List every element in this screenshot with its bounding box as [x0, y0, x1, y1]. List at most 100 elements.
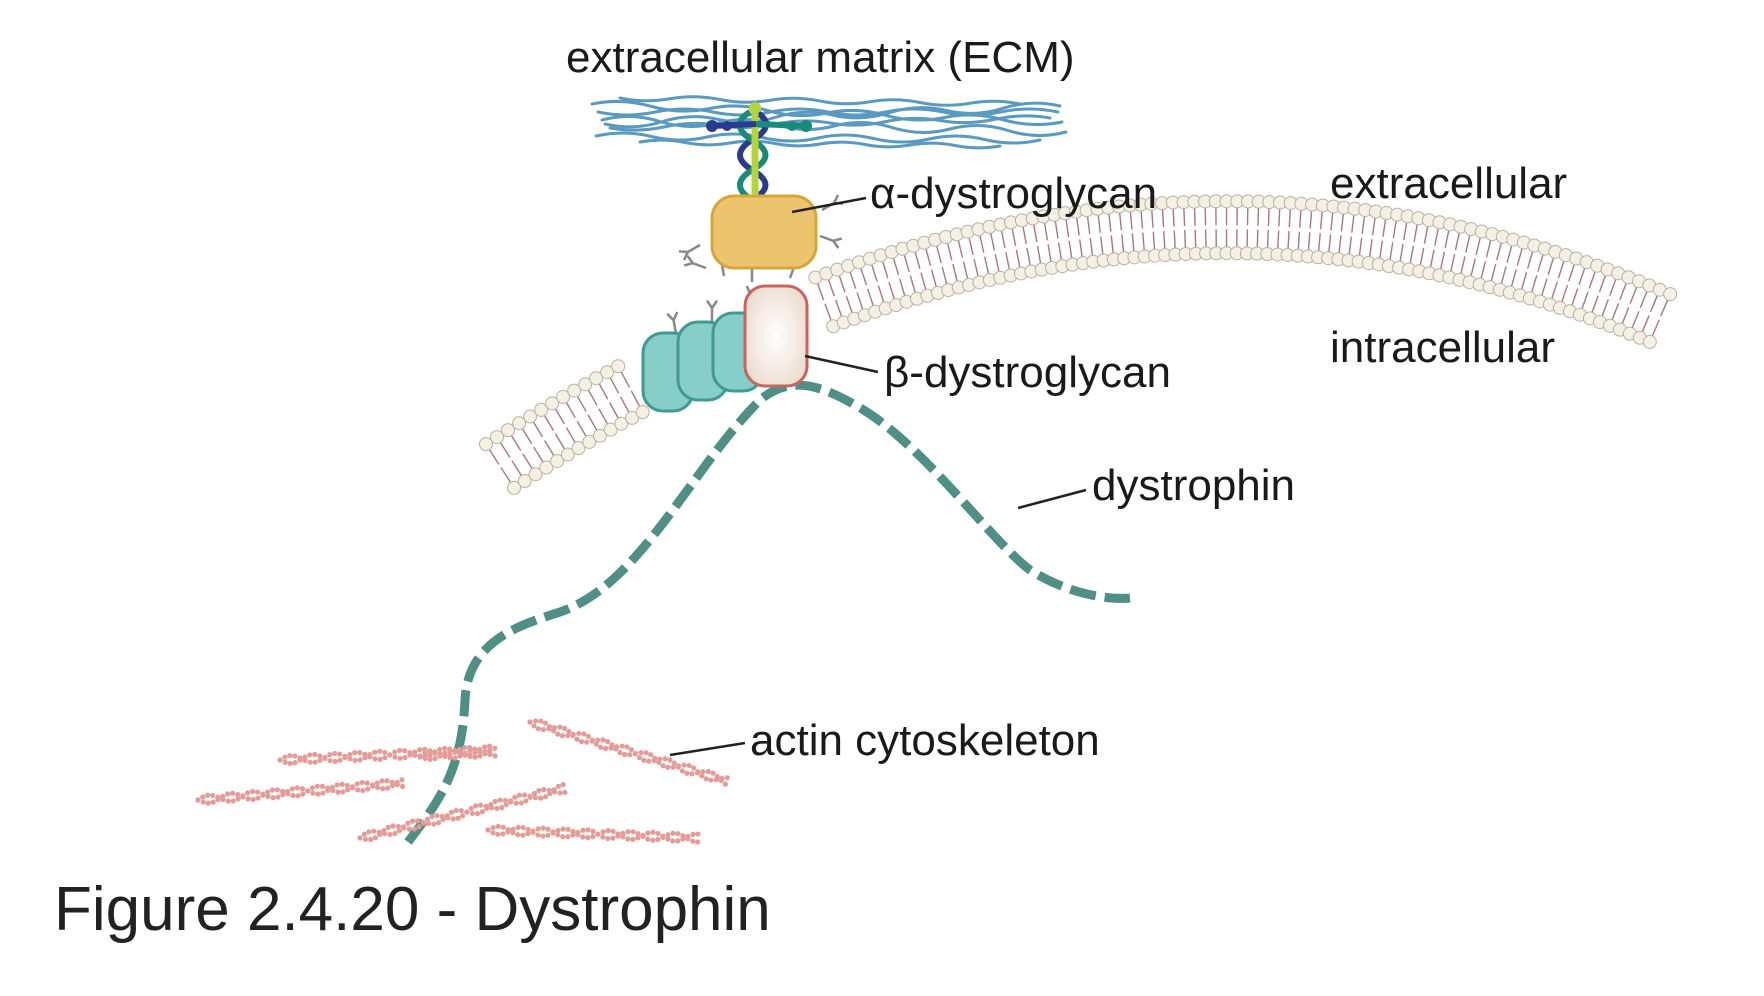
actin-monomer [622, 751, 628, 758]
lipid-tail [899, 278, 906, 298]
lipid-tail [1097, 213, 1102, 233]
lipid-tail [1465, 233, 1471, 253]
actin-monomer [329, 784, 336, 790]
actin-monomer [638, 749, 644, 756]
actin-monomer [295, 793, 301, 799]
lipid-head [556, 389, 571, 404]
ecm-fiber [618, 95, 1022, 107]
glycan-branch [683, 255, 707, 270]
lipid-tail [1629, 285, 1638, 304]
lipid-tail [952, 263, 959, 283]
actin-monomer [305, 788, 311, 794]
lipid-tail [1277, 230, 1280, 250]
actin-monomer [545, 826, 551, 832]
actin-monomer [473, 803, 479, 809]
actin-monomer [703, 776, 709, 782]
actin-monomer [557, 724, 563, 730]
actin-monomer [646, 758, 652, 764]
lipid-tail [1454, 231, 1461, 251]
actin-monomer [235, 791, 241, 798]
actin-monomer [437, 746, 443, 753]
ecm-fiber [596, 107, 1060, 117]
actin-monomer [300, 791, 306, 797]
actin-monomer [690, 831, 696, 838]
actin-monomer [249, 788, 256, 795]
lipid-tail [1611, 303, 1620, 322]
actin-monomer [722, 781, 728, 787]
lipid-tail [1459, 256, 1466, 276]
actin-monomer [492, 745, 498, 751]
actin-monomer [376, 829, 382, 835]
actin-monomer [590, 828, 596, 834]
actin-monomer [260, 791, 266, 797]
actin-monomer [487, 751, 493, 758]
laminin-globule [706, 120, 718, 132]
actin-monomer [640, 833, 646, 840]
actin-monomer [675, 764, 681, 770]
lipid-head [523, 409, 538, 424]
actin-monomer [485, 827, 491, 833]
actin-monomer [645, 830, 651, 836]
actin-monomer [645, 836, 651, 842]
lipid-head [611, 359, 626, 374]
lipid-head [507, 480, 522, 495]
actin-monomer [299, 786, 306, 792]
actin-monomer [500, 831, 506, 837]
lipid-tail [838, 274, 846, 293]
actin-monomer [679, 768, 685, 774]
lipid-tail [554, 433, 566, 451]
label-alpha-dystroglycan: α-dystroglycan [870, 169, 1157, 218]
lipid-head [592, 428, 607, 443]
lipid-tail [957, 239, 964, 258]
lipid-tail [1068, 240, 1073, 260]
actin-monomer [562, 725, 568, 731]
actin-monomer [280, 792, 286, 798]
actin-monomer [510, 830, 516, 836]
actin-monomer [495, 823, 501, 830]
label-actin-cytoskeleton: actin cytoskeleton [750, 716, 1100, 765]
actin-monomer [457, 749, 463, 755]
actin-monomer [255, 795, 261, 801]
actin-monomer [352, 750, 358, 756]
actin-monomer [434, 812, 440, 819]
actin-monomer [390, 823, 396, 829]
lipid-tail [1368, 239, 1373, 259]
actin-monomer [455, 815, 461, 821]
actin-monomer [665, 832, 671, 838]
actin-monomer [635, 830, 641, 837]
lipid-tail [1449, 253, 1456, 273]
actin-monomer [486, 743, 493, 749]
actin-monomer [392, 754, 398, 760]
lipid-tail [587, 414, 599, 432]
actin-monomer [538, 795, 544, 801]
actin-monomer [482, 744, 488, 750]
actin-monomer [521, 792, 528, 798]
lipid-tail [1330, 211, 1334, 231]
lipid-tail [1287, 231, 1290, 251]
lipid-tail [1065, 218, 1070, 238]
actin-monomer [565, 826, 571, 833]
actin-monomer [650, 829, 656, 835]
actin-filaments [195, 718, 730, 845]
actin-monomer [560, 782, 566, 788]
lipid-tail [867, 288, 875, 308]
lipid-tail [1537, 253, 1545, 272]
actin-monomer [628, 747, 634, 753]
actin-monomer [670, 764, 676, 770]
actin-monomer [660, 834, 666, 840]
actin-monomer [337, 751, 343, 757]
lipid-head [589, 371, 604, 386]
actin-monomer [312, 751, 318, 758]
lipid-tail [1348, 236, 1353, 256]
actin-monomer [680, 833, 686, 839]
lipid-tail [1516, 247, 1524, 266]
actin-monomer [605, 828, 611, 834]
actin-filament [357, 782, 568, 843]
actin-monomer [205, 800, 211, 806]
lipid-tail [962, 261, 969, 281]
actin-monomer [460, 813, 466, 819]
actin-monomer [347, 756, 353, 762]
lipid-tail [888, 281, 896, 301]
lipid-tail [543, 413, 555, 431]
lipid-tail [1267, 207, 1270, 227]
